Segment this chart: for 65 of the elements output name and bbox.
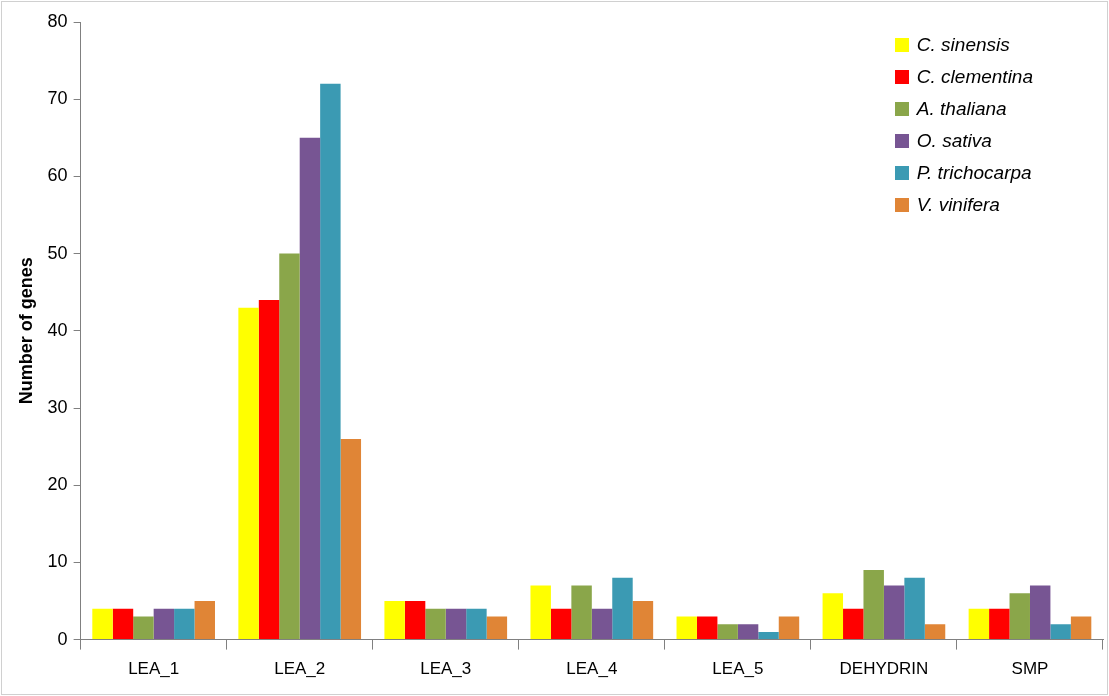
bar xyxy=(299,137,321,640)
bar xyxy=(968,608,990,640)
bar xyxy=(112,608,134,640)
y-tick-label: 10 xyxy=(47,551,68,572)
y-tick-label: 40 xyxy=(47,319,68,340)
bar xyxy=(632,601,654,640)
y-tick-label: 50 xyxy=(47,242,68,263)
bar xyxy=(194,601,215,640)
bar xyxy=(153,608,175,640)
bar xyxy=(279,253,300,640)
bar xyxy=(486,616,508,640)
legend-label: O. sativa xyxy=(916,130,992,152)
bar xyxy=(445,608,467,640)
bar xyxy=(258,299,280,640)
bar xyxy=(1009,593,1030,640)
bar xyxy=(904,577,925,640)
bar xyxy=(320,83,341,640)
x-tick-label: LEA_3 xyxy=(420,659,472,679)
bar xyxy=(863,570,884,640)
legend-label: P. trichocarpa xyxy=(916,162,1032,184)
bar xyxy=(883,585,905,640)
bar xyxy=(737,624,759,640)
x-tick-label: LEA_1 xyxy=(128,659,180,679)
legend-label: A. thaliana xyxy=(916,98,1007,120)
bar xyxy=(571,585,592,640)
x-tick-label: LEA_5 xyxy=(712,659,764,679)
legend-label: C. sinensis xyxy=(916,34,1010,56)
bar xyxy=(676,616,697,640)
bar xyxy=(133,616,154,640)
bar xyxy=(717,624,738,640)
bar xyxy=(92,608,113,640)
bar xyxy=(822,593,844,640)
y-tick-label: 80 xyxy=(47,10,68,31)
bar xyxy=(466,608,487,640)
bar xyxy=(425,608,446,640)
bar xyxy=(843,608,864,640)
legend-label: V. vinifera xyxy=(916,194,1000,216)
bar xyxy=(1029,585,1051,640)
bar xyxy=(238,307,259,640)
bar xyxy=(530,585,551,640)
bar xyxy=(550,608,572,640)
y-tick-label: 60 xyxy=(47,165,68,186)
bar xyxy=(1050,624,1071,640)
bar xyxy=(758,631,779,640)
y-axis-title: Number of genes xyxy=(15,257,36,405)
x-tick-label: LEA_2 xyxy=(274,659,326,679)
legend-label: C. clementina xyxy=(916,66,1033,88)
bar xyxy=(384,601,405,640)
y-tick-label: 20 xyxy=(47,474,68,495)
bar xyxy=(404,601,426,640)
bar xyxy=(989,608,1010,640)
bar xyxy=(1070,616,1092,640)
x-tick-label: SMP xyxy=(1011,659,1049,679)
y-tick-label: 0 xyxy=(57,628,68,649)
bar xyxy=(612,577,633,640)
y-tick-label: 70 xyxy=(47,88,68,109)
y-tick-label: 30 xyxy=(47,396,68,417)
bar xyxy=(591,608,613,640)
bar xyxy=(778,616,800,640)
bar xyxy=(174,608,195,640)
bar xyxy=(340,438,362,640)
bar xyxy=(924,624,946,640)
bar xyxy=(696,616,718,640)
x-tick-label: LEA_4 xyxy=(566,659,618,679)
x-tick-label: DEHYDRIN xyxy=(839,659,929,679)
